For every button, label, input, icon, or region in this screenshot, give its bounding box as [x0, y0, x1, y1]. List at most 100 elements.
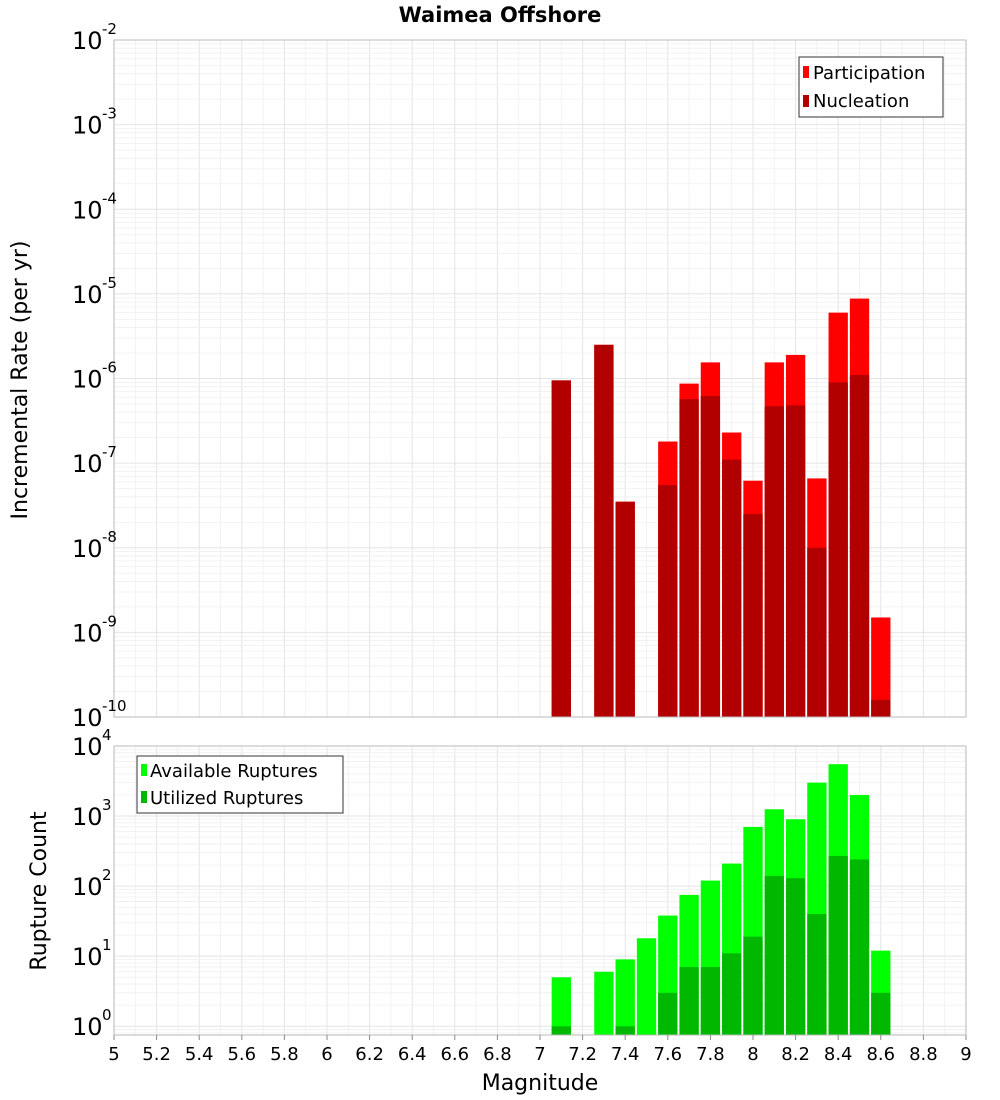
bar-utilized-ruptures [785, 878, 806, 1035]
legend-label-utilized: Utilized Ruptures [150, 788, 303, 809]
x-tick-label: 5.6 [227, 1044, 256, 1065]
y-tick-exponent: 4 [102, 726, 112, 744]
bar-utilized-ruptures [700, 967, 721, 1035]
x-tick-label: 6 [321, 1044, 332, 1065]
y-tick-label: 10 [72, 1013, 103, 1041]
y-tick-exponent: -7 [102, 443, 117, 461]
x-tick-label: 8.4 [824, 1044, 853, 1065]
legend-label-nucleation: Nucleation [813, 91, 909, 112]
top-legend-box [798, 56, 944, 118]
y-tick-label: 10 [72, 366, 103, 394]
legend-swatch-participation [803, 66, 809, 78]
y-tick-exponent: -2 [102, 20, 117, 38]
bar-nucleation [658, 485, 678, 717]
bar-nucleation [743, 514, 763, 717]
bar-available-ruptures [615, 959, 635, 1035]
y-tick-label: 10 [72, 450, 103, 478]
y-tick-exponent: 3 [102, 796, 112, 814]
bar-utilized-ruptures [764, 875, 784, 1035]
y-tick-label: 10 [72, 196, 103, 224]
bar-nucleation [679, 399, 699, 717]
bar-nucleation [828, 382, 848, 717]
bar-utilized-ruptures [743, 936, 763, 1035]
y-tick-exponent: -4 [102, 189, 117, 207]
x-tick-label: 5 [108, 1044, 119, 1065]
bar-nucleation [551, 380, 571, 717]
legend-label-participation: Participation [813, 63, 925, 84]
bar-available-ruptures [594, 971, 614, 1035]
bar-nucleation [615, 501, 635, 717]
bar-nucleation [871, 699, 891, 717]
x-tick-label: 6.8 [483, 1044, 512, 1065]
y-tick-label: 10 [72, 619, 103, 647]
bar-utilized-ruptures [828, 855, 848, 1035]
x-tick-label: 7 [534, 1044, 545, 1065]
bar-utilized-ruptures [551, 1026, 571, 1035]
y-tick-label: 10 [72, 803, 103, 831]
bar-utilized-ruptures [849, 859, 870, 1035]
bar-nucleation [594, 344, 614, 717]
x-tick-label: 5.2 [142, 1044, 171, 1065]
x-tick-label: 5.8 [270, 1044, 299, 1065]
bottom-legend: Available Ruptures Utilized Ruptures [136, 755, 344, 814]
bar-nucleation [849, 374, 870, 717]
x-tick-label: 7.8 [696, 1044, 725, 1065]
legend-swatch-utilized [141, 791, 147, 803]
x-tick-label: 8.6 [866, 1044, 895, 1065]
y-tick-label: 10 [72, 27, 103, 55]
legend-swatch-available [141, 764, 147, 776]
top-bars [551, 298, 891, 717]
top-y-axis-label: Incremental Rate (per yr) [8, 241, 33, 520]
x-tick-label: 8.8 [909, 1044, 938, 1065]
x-tick-label: 6.6 [440, 1044, 469, 1065]
bar-available-ruptures [636, 938, 657, 1035]
x-tick-label: 8.2 [781, 1044, 810, 1065]
bar-utilized-ruptures [615, 1026, 635, 1035]
y-tick-exponent: -5 [102, 274, 117, 292]
x-tick-label: 5.4 [185, 1044, 214, 1065]
bar-available-ruptures [551, 977, 571, 1035]
x-tick-label: 9 [960, 1044, 971, 1065]
x-tick-label: 7.2 [568, 1044, 597, 1065]
top-grid [113, 39, 967, 718]
bottom-bars [551, 764, 891, 1035]
x-tick-label: 8 [747, 1044, 758, 1065]
y-tick-label: 10 [72, 281, 103, 309]
y-tick-exponent: -8 [102, 528, 117, 546]
bar-nucleation [722, 459, 742, 717]
y-tick-exponent: 2 [102, 866, 112, 884]
x-ticks: 5 5.2 5.4 5.6 5.8 6 6.2 6.4 6.6 6.8 7 7.2 7.4 7.6 7.8 8… [108, 1035, 972, 1065]
bottom-y-axis-label: Rupture Count [27, 811, 52, 971]
bar-utilized-ruptures [871, 992, 891, 1035]
x-tick-label: 7.6 [653, 1044, 682, 1065]
y-tick-label: 10 [72, 535, 103, 563]
y-tick-exponent: 1 [102, 936, 112, 954]
y-tick-label: 10 [72, 943, 103, 971]
y-tick-label: 10 [72, 733, 103, 761]
x-tick-label: 6.4 [398, 1044, 427, 1065]
bar-utilized-ruptures [679, 967, 699, 1035]
y-tick-label: 10 [72, 873, 103, 901]
y-tick-exponent: 0 [102, 1006, 112, 1024]
y-tick-label: 10 [72, 112, 103, 140]
bar-utilized-ruptures [722, 953, 742, 1035]
bar-nucleation [764, 406, 784, 717]
x-tick-label: 6.2 [355, 1044, 384, 1065]
bar-participation [871, 617, 891, 717]
x-tick-label: 7.4 [611, 1044, 640, 1065]
bar-utilized-ruptures [807, 914, 827, 1035]
x-axis-label: Magnitude [482, 1071, 599, 1096]
bar-nucleation [785, 405, 806, 717]
bar-nucleation [807, 547, 827, 717]
legend-swatch-nucleation [803, 95, 809, 107]
legend-label-available: Available Ruptures [150, 761, 318, 782]
bar-utilized-ruptures [658, 992, 678, 1035]
y-tick-exponent: -3 [102, 105, 117, 123]
chart-title: Waimea Offshore [399, 3, 602, 27]
bottom-legend-box [136, 755, 344, 814]
